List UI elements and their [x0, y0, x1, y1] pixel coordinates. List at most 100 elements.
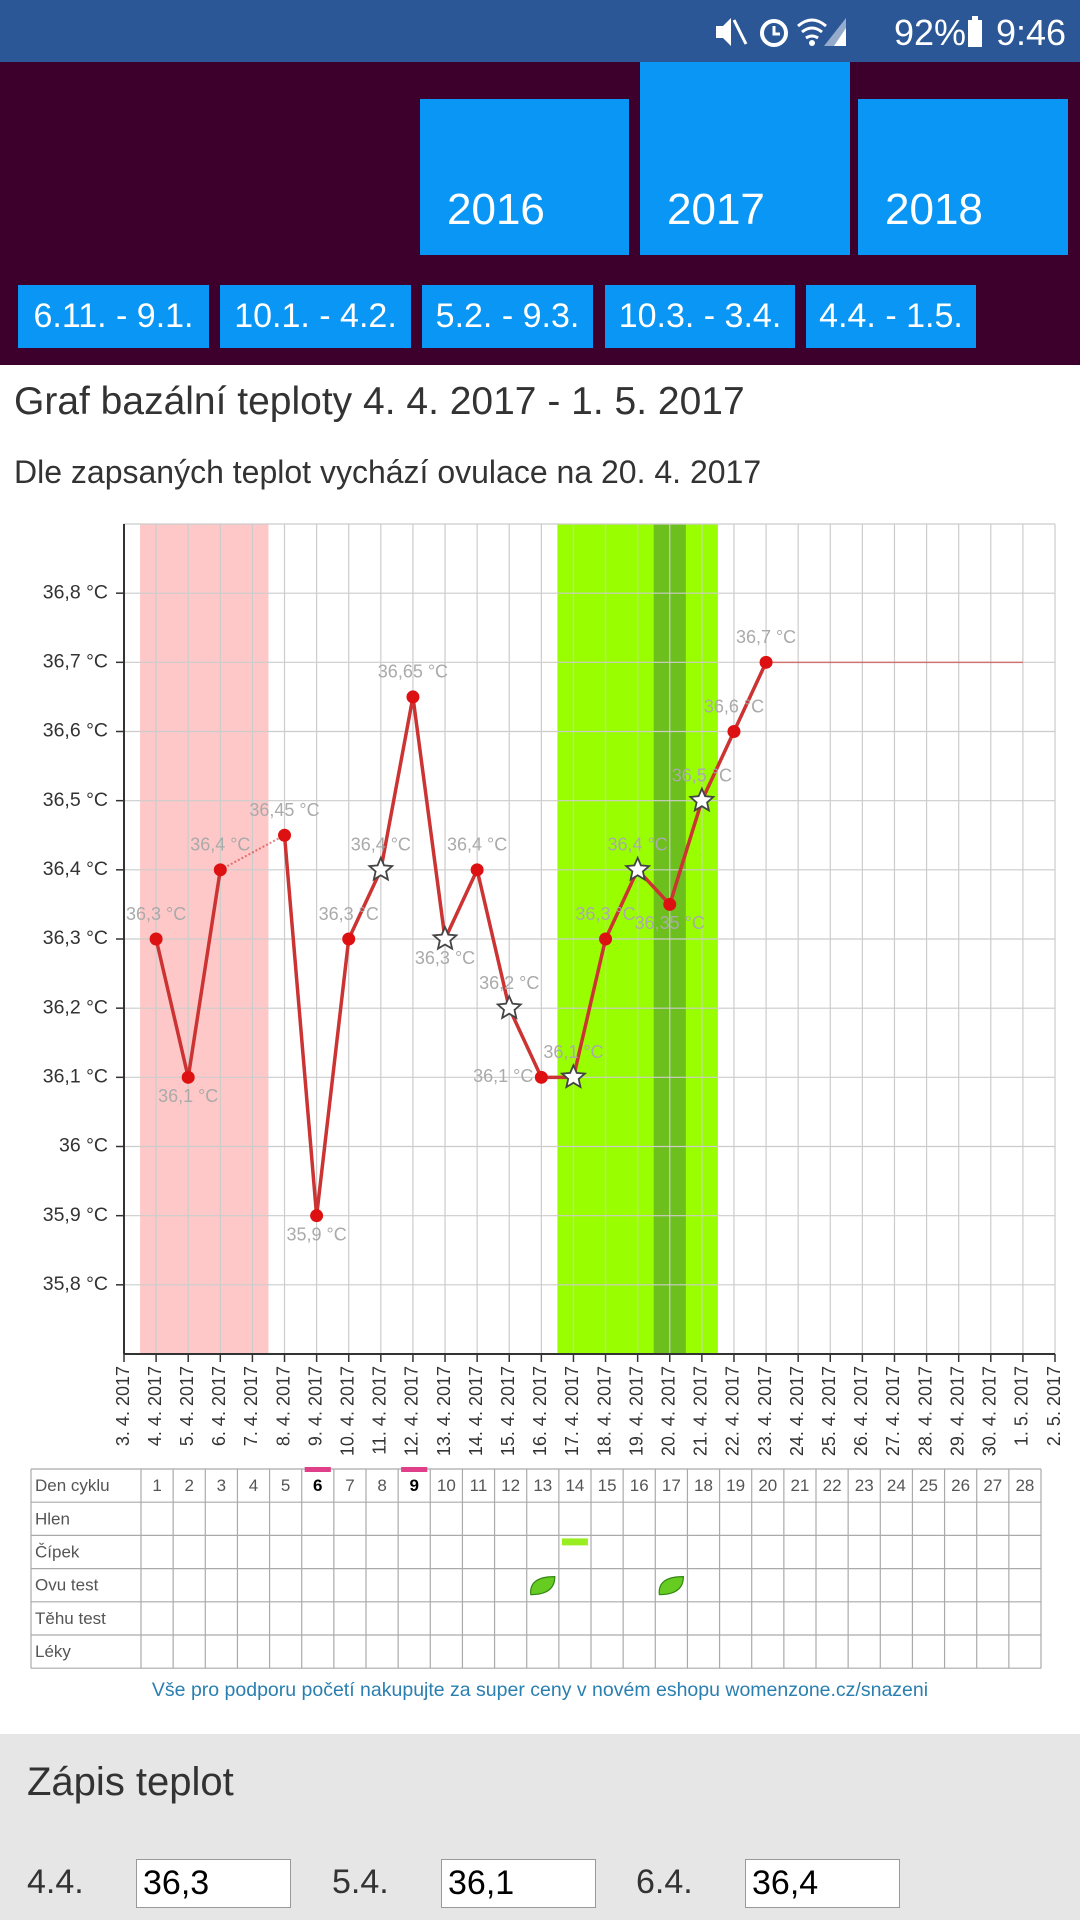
cycle-day: 28 [1015, 1476, 1034, 1495]
value-label: 36,5 °C [672, 765, 732, 785]
y-tick-label: 36,6 °C [43, 720, 108, 742]
y-tick-label: 36,1 °C [43, 1065, 108, 1087]
cycle-day: 14 [565, 1476, 584, 1495]
temperature-input[interactable]: 36,3 [136, 1859, 291, 1908]
status-bar: 92% 9:46 [0, 0, 1080, 62]
x-tick-label: 20. 4. 2017 [659, 1366, 679, 1456]
cycle-day: 12 [501, 1476, 520, 1495]
range-tab[interactable]: 10.1. - 4.2. [220, 285, 411, 348]
x-tick-label: 22. 4. 2017 [723, 1366, 743, 1456]
x-tick-label: 15. 4. 2017 [498, 1366, 518, 1456]
y-tick-label: 36,5 °C [43, 789, 108, 811]
status-icons [716, 18, 846, 47]
year-tab[interactable]: 2017 [640, 62, 850, 255]
cycle-day: 9 [409, 1476, 418, 1495]
range-tab[interactable]: 4.4. - 1.5. [806, 285, 976, 348]
cycle-day: 15 [598, 1476, 617, 1495]
x-tick-label: 17. 4. 2017 [562, 1366, 582, 1456]
temperature-input[interactable]: 36,4 [745, 1859, 900, 1908]
y-tick-label: 36 °C [59, 1135, 108, 1157]
point [727, 725, 741, 738]
ovulation-test-icon [530, 1575, 556, 1596]
chart-subtitle: Dle zapsaných teplot vychází ovulace na … [14, 454, 762, 490]
entry-title: Zápis teplot [27, 1760, 234, 1804]
y-tick-label: 35,8 °C [43, 1273, 108, 1295]
ovulation-test-icon [658, 1575, 684, 1596]
x-tick-label: 14. 4. 2017 [466, 1366, 486, 1456]
x-tick-label: 12. 4. 2017 [402, 1366, 422, 1456]
day-highlight [401, 1467, 428, 1472]
star-marker [559, 1063, 588, 1089]
value-label: 36,1 °C [473, 1066, 533, 1086]
cycle-day: 23 [855, 1476, 874, 1495]
row-label: Těhu test [35, 1609, 106, 1628]
entry-date: 4.4. [27, 1863, 84, 1901]
x-tick-label: 9. 4. 2017 [305, 1366, 325, 1446]
x-tick-label: 5. 4. 2017 [177, 1366, 197, 1446]
x-tick-label: 8. 4. 2017 [273, 1366, 293, 1446]
value-label: 36,3 °C [319, 904, 379, 924]
temperature-input[interactable]: 36,1 [441, 1859, 596, 1908]
cycle-day: 22 [823, 1476, 842, 1495]
x-tick-label: 29. 4. 2017 [947, 1366, 967, 1456]
x-tick-label: 26. 4. 2017 [851, 1366, 871, 1456]
x-tick-label: 24. 4. 2017 [787, 1366, 807, 1456]
year-tab[interactable]: 2018 [858, 99, 1068, 255]
point [663, 897, 677, 911]
cycle-day: 13 [533, 1476, 552, 1495]
cycle-day: 11 [470, 1476, 488, 1495]
row-label: Hlen [35, 1509, 70, 1528]
cycle-day: 27 [983, 1476, 1002, 1495]
cycle-day: 3 [217, 1476, 226, 1495]
star-marker [367, 855, 395, 882]
value-label: 36,7 °C [736, 627, 796, 647]
point [149, 932, 163, 946]
day-highlight [304, 1467, 331, 1472]
point [406, 690, 420, 704]
cervix-mark [561, 1538, 588, 1546]
y-tick-label: 36,4 °C [43, 858, 108, 880]
x-tick-label: 1. 5. 2017 [1012, 1366, 1032, 1446]
x-tick-label: 2. 5. 2017 [1044, 1366, 1064, 1446]
value-label: 36,4 °C [351, 835, 411, 855]
entry-date: 6.4. [636, 1863, 693, 1901]
cycle-day: 2 [184, 1476, 193, 1495]
year-tab[interactable]: 2016 [420, 99, 629, 255]
range-tab[interactable]: 6.11. - 9.1. [18, 285, 209, 348]
gap-bridge [219, 834, 285, 871]
x-tick-label: 16. 4. 2017 [530, 1366, 550, 1456]
cycle-day: 7 [345, 1476, 354, 1495]
value-label: 36,4 °C [608, 835, 668, 855]
row-label: Den cyklu [35, 1476, 110, 1495]
value-label: 36,3 °C [415, 948, 475, 968]
row-label: Léky [35, 1642, 71, 1661]
point [278, 828, 292, 842]
value-label: 36,4 °C [190, 835, 250, 855]
clock: 9:46 [996, 12, 1067, 53]
chart-title: Graf bazální teploty 4. 4. 2017 - 1. 5. … [14, 380, 745, 423]
range-tab[interactable]: 10.3. - 3.4. [605, 285, 795, 348]
x-tick-label: 21. 4. 2017 [691, 1366, 711, 1456]
value-label: 36,1 °C [543, 1042, 603, 1062]
value-label: 36,2 °C [479, 973, 539, 993]
cycle-day: 16 [630, 1476, 649, 1495]
point [759, 655, 773, 669]
range-tab[interactable]: 5.2. - 9.3. [422, 285, 593, 348]
star-marker [431, 924, 459, 951]
x-tick-label: 10. 4. 2017 [337, 1366, 357, 1456]
y-tick-label: 36,7 °C [43, 650, 108, 672]
x-tick-label: 23. 4. 2017 [755, 1366, 775, 1456]
value-label: 36,3 °C [126, 904, 186, 924]
cycle-day: 19 [726, 1476, 745, 1495]
star-marker [495, 993, 523, 1020]
x-tick-label: 11. 4. 2017 [370, 1366, 390, 1455]
value-label: 35,9 °C [287, 1224, 347, 1244]
cycle-day: 6 [313, 1476, 322, 1495]
x-tick-label: 7. 4. 2017 [241, 1366, 261, 1446]
value-label: 36,65 °C [378, 662, 448, 682]
shop-link[interactable]: Vše pro podporu početí nakupujte za supe… [152, 1679, 928, 1701]
cycle-day: 1 [152, 1476, 161, 1495]
value-label: 36,35 °C [635, 913, 705, 933]
value-label: 36,1 °C [158, 1086, 218, 1106]
